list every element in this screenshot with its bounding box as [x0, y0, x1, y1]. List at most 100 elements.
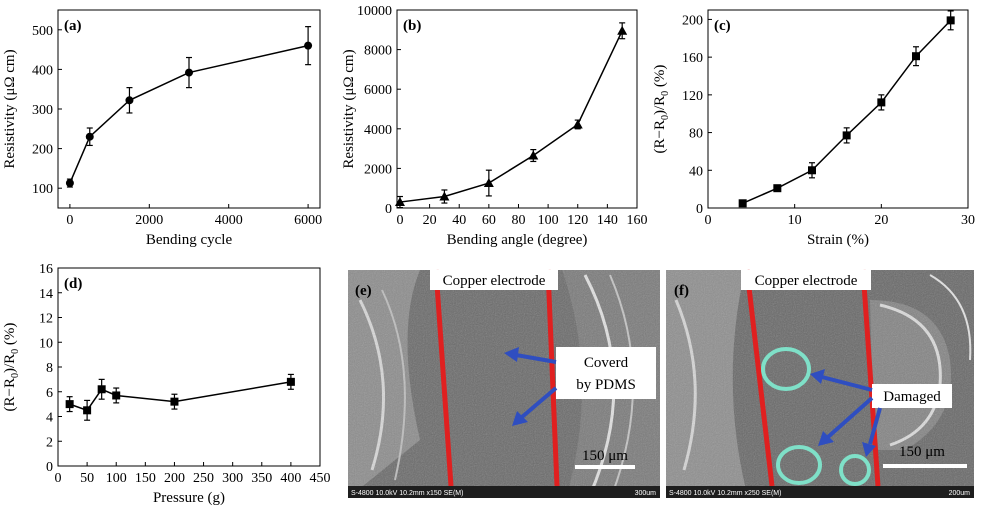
sem-footer [666, 486, 974, 498]
data-point [912, 52, 920, 61]
data-point [304, 41, 313, 50]
electrode-label-box [430, 270, 558, 290]
damage-circle [761, 347, 811, 391]
x-tick-label: 30 [961, 213, 975, 228]
x-tick-label: 20 [874, 213, 888, 228]
annotation-box [872, 384, 952, 408]
data-point [394, 197, 405, 207]
y-tick-label: 200 [682, 13, 703, 28]
scale-bar-label: 150 μm [582, 448, 628, 464]
x-tick-label: 6000 [294, 213, 322, 228]
arrow-icon [504, 347, 557, 364]
data-point [773, 184, 782, 193]
chart-panel: 0 10 20 30 0 40 80 120 160 200 (c) Strain (%) (R−R0)… [652, 9, 975, 248]
y-tick-label: 16 [39, 262, 53, 277]
y-tick-label: 8 [46, 361, 53, 376]
x-tick-label: 450 [310, 471, 331, 486]
electrode-line-left [433, 269, 454, 487]
data-point [738, 199, 747, 208]
y-tick-label: 2000 [364, 162, 392, 177]
data-point [483, 178, 494, 188]
x-tick-label: 150 [135, 471, 156, 486]
x-axis-label: Strain (%) [807, 232, 869, 248]
y-tick-label: 160 [682, 51, 703, 66]
electrode-label: Copper electrode [755, 273, 858, 289]
data-point [83, 406, 92, 415]
plot-frame [396, 9, 638, 209]
x-axis-label: Pressure (g) [153, 490, 225, 506]
annotation-line-1: Coverd [584, 355, 629, 371]
y-tick-label: 10 [39, 336, 53, 351]
data-point [808, 166, 816, 175]
x-tick-label: 2000 [135, 213, 163, 228]
sem-footer-left: S-4800 10.0kV 10.2mm x150 SE(M) [351, 490, 463, 497]
y-tick-label: 12 [39, 312, 53, 327]
sem-image-e: Copper electrode (e) Coverd by PDMS 150 … [348, 269, 660, 498]
x-tick-label: 250 [193, 471, 214, 486]
y-tick-label: 0 [385, 202, 392, 217]
x-tick-label: 4000 [215, 213, 243, 228]
sem-image-f: Copper electrode (f) Damaged 150 μm S-48… [666, 269, 974, 498]
y-tick-label: 14 [39, 287, 53, 302]
data-point [842, 131, 851, 140]
y-tick-label: 4000 [364, 123, 392, 138]
panel-label: (b) [403, 18, 421, 34]
y-tick-label: 300 [32, 103, 53, 118]
y-tick-label: 0 [46, 460, 53, 475]
chart-panel: 0 20 40 60 80 100 120 140 160 0 2000 4000 6000 8000 10… [341, 4, 648, 248]
x-tick-label: 120 [567, 213, 588, 228]
data-point [185, 68, 193, 77]
x-tick-label: 300 [222, 471, 243, 486]
y-axis-label: (R−R0)/R0 (%) [2, 323, 21, 412]
data-point [65, 400, 74, 409]
arrow-icon [512, 386, 558, 426]
series-line [742, 19, 952, 204]
arrow-icon [818, 396, 874, 446]
x-tick-label: 100 [538, 213, 559, 228]
scale-bar [575, 465, 635, 469]
x-tick-label: 0 [705, 213, 712, 228]
y-tick-label: 8000 [364, 44, 392, 59]
sem-footer-right: 200um [949, 490, 971, 497]
y-tick-label: 6 [46, 386, 53, 401]
x-tick-label: 160 [627, 213, 648, 228]
plot-frame [57, 267, 321, 467]
sem-footer-right: 300um [635, 490, 657, 497]
electrode-line-right [860, 269, 881, 487]
sem-footer [348, 486, 660, 498]
chart-panel: 0 2000 4000 6000 100 200 300 400 500 (a) Bending c… [2, 9, 322, 248]
x-tick-label: 350 [251, 471, 272, 486]
y-tick-label: 0 [696, 202, 703, 217]
annotation-label: Damaged [883, 389, 941, 405]
plot-frame [57, 9, 321, 209]
y-tick-label: 6000 [364, 83, 392, 98]
x-tick-label: 100 [106, 471, 127, 486]
data-point [528, 150, 539, 160]
annotation-line-2: by PDMS [576, 377, 636, 393]
data-point [572, 119, 583, 129]
x-tick-label: 400 [280, 471, 301, 486]
x-tick-label: 0 [396, 213, 403, 228]
x-tick-label: 50 [80, 471, 94, 486]
plot-frame [707, 9, 969, 209]
data-point [170, 397, 179, 406]
data-point [112, 391, 121, 400]
damage-circle [776, 445, 822, 485]
data-point [946, 16, 955, 25]
y-tick-label: 4 [46, 411, 53, 426]
x-tick-label: 0 [55, 471, 62, 486]
panel-label: (c) [714, 18, 731, 34]
x-axis-label: Bending cycle [146, 232, 233, 248]
y-tick-label: 500 [32, 24, 53, 39]
y-axis-label: Resistivity (μΩ cm) [2, 49, 18, 168]
data-point [85, 132, 94, 141]
x-tick-label: 140 [597, 213, 618, 228]
x-axis-label: Bending angle (degree) [447, 232, 588, 248]
data-point [877, 98, 886, 107]
y-axis-label: Resistivity (μΩ cm) [341, 49, 357, 168]
y-tick-label: 120 [682, 89, 703, 104]
data-point [617, 25, 628, 35]
data-point [125, 96, 134, 105]
